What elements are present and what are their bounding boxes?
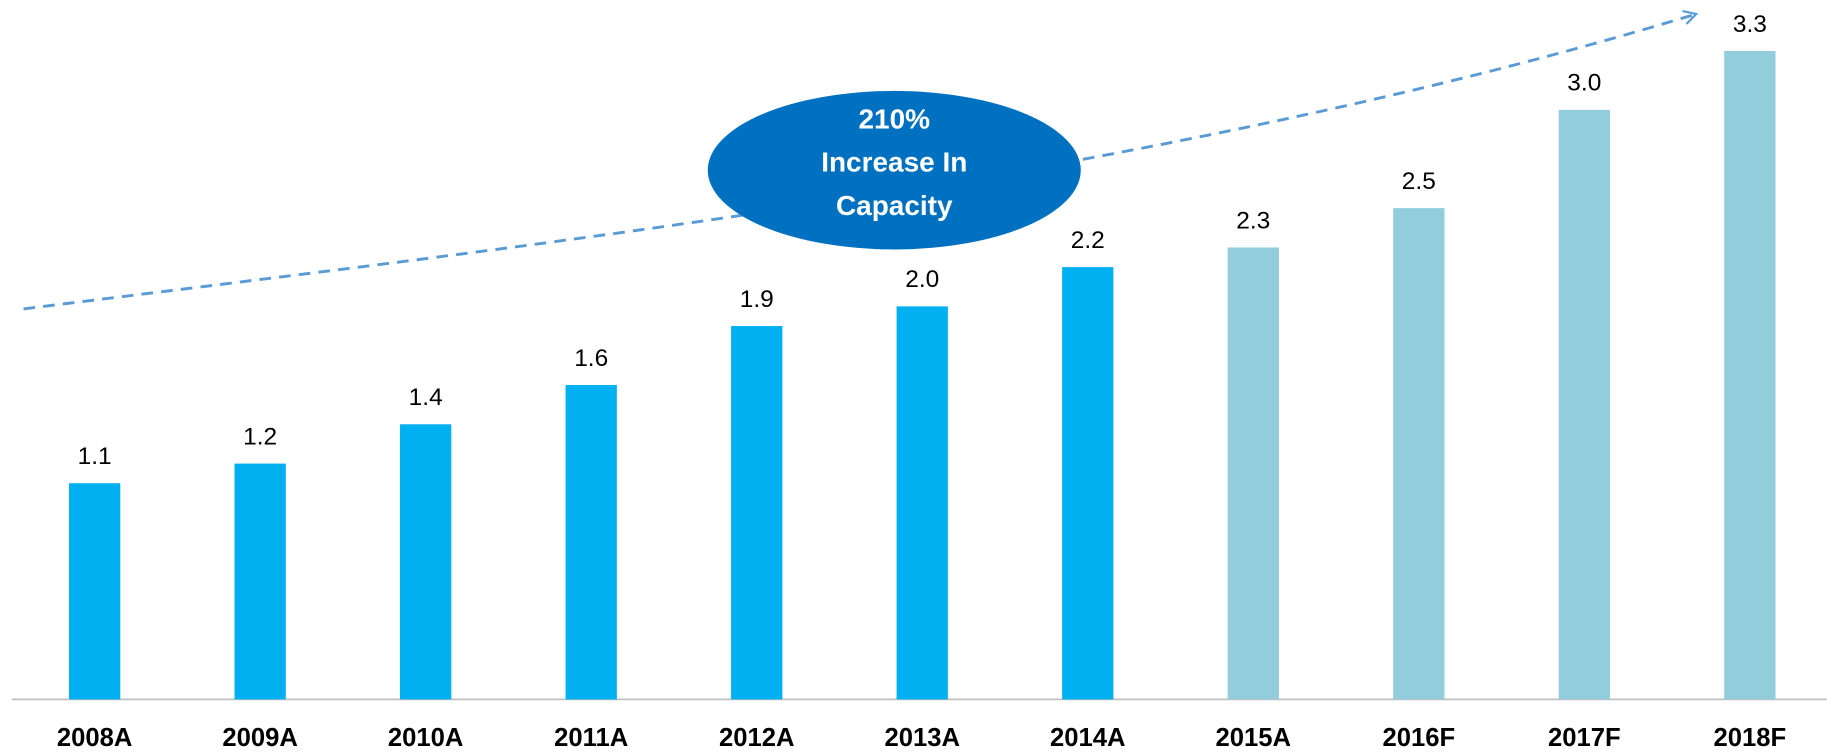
x-tick-label: 2010A: [388, 724, 464, 752]
x-tick-label: 2014A: [1050, 724, 1126, 752]
bar: [234, 463, 286, 700]
x-tick-label: 2016F: [1382, 724, 1455, 752]
bar: [400, 424, 452, 700]
value-label: 2.5: [1402, 168, 1436, 195]
x-tick-label: 2017F: [1548, 724, 1621, 752]
value-label: 1.9: [740, 286, 774, 313]
x-tick-label: 2015A: [1216, 724, 1292, 752]
value-label: 1.2: [243, 423, 277, 450]
value-label: 1.6: [574, 345, 608, 372]
x-tick-label: 2012A: [719, 724, 795, 752]
x-tick-label: 2009A: [222, 724, 298, 752]
value-label: 2.3: [1236, 207, 1270, 234]
bar: [1393, 208, 1445, 700]
bar: [731, 326, 783, 700]
annotation-text: Capacity: [836, 190, 953, 221]
bar: [1062, 267, 1114, 700]
x-tick-label: 2018F: [1714, 724, 1787, 752]
annotation-text: Increase In: [821, 147, 967, 178]
value-label: 3.0: [1567, 70, 1601, 97]
bar: [565, 384, 617, 700]
annotation-text: 210%: [858, 104, 930, 135]
annotation-bubble: [707, 90, 1081, 250]
value-label: 2.0: [905, 266, 939, 293]
value-label: 3.3: [1733, 11, 1767, 38]
bar: [1558, 109, 1610, 700]
bar: [1227, 247, 1279, 700]
bar: [896, 306, 948, 700]
x-tick-label: 2008A: [57, 724, 133, 752]
bar: [68, 483, 121, 700]
value-label: 2.2: [1071, 227, 1105, 254]
x-tick-label: 2013A: [884, 724, 960, 752]
value-label: 1.4: [409, 384, 443, 411]
annotation: 210% Increase In Capacity: [821, 104, 967, 221]
value-label: 1.1: [78, 443, 112, 470]
x-tick-label: 2011A: [554, 724, 628, 752]
bar: [1724, 50, 1776, 700]
